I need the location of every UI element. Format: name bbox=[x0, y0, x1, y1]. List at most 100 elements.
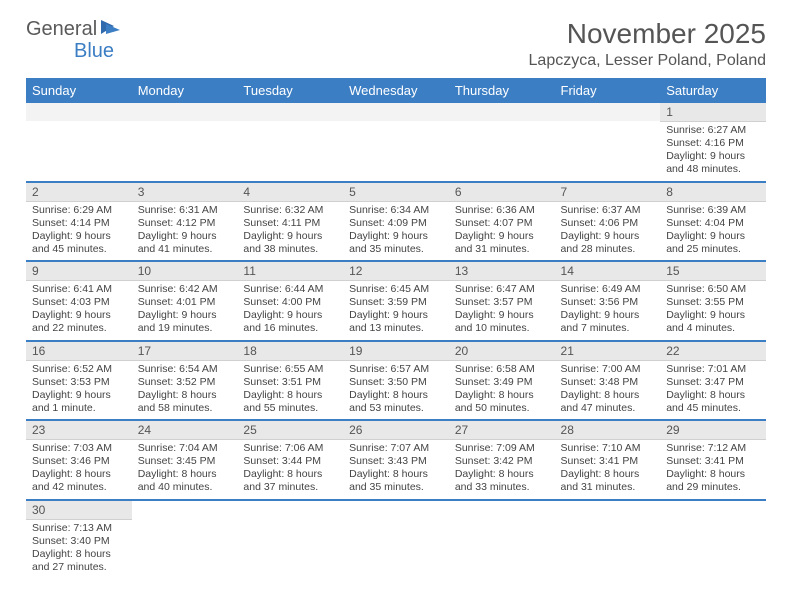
calendar-row: 1Sunrise: 6:27 AMSunset: 4:16 PMDaylight… bbox=[26, 103, 766, 182]
day-number: 5 bbox=[343, 183, 449, 202]
day-number: 18 bbox=[237, 342, 343, 361]
col-tuesday: Tuesday bbox=[237, 78, 343, 103]
calendar-cell: 22Sunrise: 7:01 AMSunset: 3:47 PMDayligh… bbox=[660, 341, 766, 421]
calendar-cell: 18Sunrise: 6:55 AMSunset: 3:51 PMDayligh… bbox=[237, 341, 343, 421]
day-details: Sunrise: 6:27 AMSunset: 4:16 PMDaylight:… bbox=[660, 122, 766, 181]
day-number: 3 bbox=[132, 183, 238, 202]
calendar-cell: 16Sunrise: 6:52 AMSunset: 3:53 PMDayligh… bbox=[26, 341, 132, 421]
calendar-cell bbox=[132, 103, 238, 182]
calendar-row: 23Sunrise: 7:03 AMSunset: 3:46 PMDayligh… bbox=[26, 420, 766, 500]
day-details: Sunrise: 7:07 AMSunset: 3:43 PMDaylight:… bbox=[343, 440, 449, 499]
day-number: 8 bbox=[660, 183, 766, 202]
calendar-cell: 15Sunrise: 6:50 AMSunset: 3:55 PMDayligh… bbox=[660, 261, 766, 341]
day-details: Sunrise: 6:36 AMSunset: 4:07 PMDaylight:… bbox=[449, 202, 555, 261]
day-number: 2 bbox=[26, 183, 132, 202]
day-details: Sunrise: 6:39 AMSunset: 4:04 PMDaylight:… bbox=[660, 202, 766, 261]
header: General November 2025 Lapczyca, Lesser P… bbox=[26, 18, 766, 70]
day-number: 25 bbox=[237, 421, 343, 440]
calendar-cell bbox=[449, 500, 555, 579]
calendar-cell: 29Sunrise: 7:12 AMSunset: 3:41 PMDayligh… bbox=[660, 420, 766, 500]
calendar-cell bbox=[449, 103, 555, 182]
calendar-cell bbox=[555, 103, 661, 182]
calendar-cell: 13Sunrise: 6:47 AMSunset: 3:57 PMDayligh… bbox=[449, 261, 555, 341]
logo-line2: Blue bbox=[26, 40, 114, 63]
calendar-cell: 7Sunrise: 6:37 AMSunset: 4:06 PMDaylight… bbox=[555, 182, 661, 262]
flag-icon bbox=[100, 18, 122, 41]
day-number: 29 bbox=[660, 421, 766, 440]
calendar-cell bbox=[343, 500, 449, 579]
calendar-cell: 17Sunrise: 6:54 AMSunset: 3:52 PMDayligh… bbox=[132, 341, 238, 421]
calendar-cell: 2Sunrise: 6:29 AMSunset: 4:14 PMDaylight… bbox=[26, 182, 132, 262]
day-details: Sunrise: 6:49 AMSunset: 3:56 PMDaylight:… bbox=[555, 281, 661, 340]
calendar-cell: 11Sunrise: 6:44 AMSunset: 4:00 PMDayligh… bbox=[237, 261, 343, 341]
calendar-cell: 21Sunrise: 7:00 AMSunset: 3:48 PMDayligh… bbox=[555, 341, 661, 421]
day-details: Sunrise: 6:58 AMSunset: 3:49 PMDaylight:… bbox=[449, 361, 555, 420]
calendar-cell bbox=[26, 103, 132, 182]
location: Lapczyca, Lesser Poland, Poland bbox=[529, 52, 766, 70]
day-number: 14 bbox=[555, 262, 661, 281]
col-wednesday: Wednesday bbox=[343, 78, 449, 103]
calendar-table: Sunday Monday Tuesday Wednesday Thursday… bbox=[26, 78, 766, 578]
day-details: Sunrise: 7:10 AMSunset: 3:41 PMDaylight:… bbox=[555, 440, 661, 499]
day-number: 13 bbox=[449, 262, 555, 281]
day-number: 17 bbox=[132, 342, 238, 361]
col-friday: Friday bbox=[555, 78, 661, 103]
calendar-cell bbox=[132, 500, 238, 579]
calendar-cell: 28Sunrise: 7:10 AMSunset: 3:41 PMDayligh… bbox=[555, 420, 661, 500]
day-number: 1 bbox=[660, 103, 766, 122]
calendar-cell: 8Sunrise: 6:39 AMSunset: 4:04 PMDaylight… bbox=[660, 182, 766, 262]
day-details: Sunrise: 7:01 AMSunset: 3:47 PMDaylight:… bbox=[660, 361, 766, 420]
day-number: 10 bbox=[132, 262, 238, 281]
calendar-row: 16Sunrise: 6:52 AMSunset: 3:53 PMDayligh… bbox=[26, 341, 766, 421]
calendar-cell: 5Sunrise: 6:34 AMSunset: 4:09 PMDaylight… bbox=[343, 182, 449, 262]
day-details: Sunrise: 6:45 AMSunset: 3:59 PMDaylight:… bbox=[343, 281, 449, 340]
calendar-row: 30Sunrise: 7:13 AMSunset: 3:40 PMDayligh… bbox=[26, 500, 766, 579]
day-details: Sunrise: 6:57 AMSunset: 3:50 PMDaylight:… bbox=[343, 361, 449, 420]
day-details: Sunrise: 6:52 AMSunset: 3:53 PMDaylight:… bbox=[26, 361, 132, 420]
day-number: 12 bbox=[343, 262, 449, 281]
col-sunday: Sunday bbox=[26, 78, 132, 103]
day-number: 30 bbox=[26, 501, 132, 520]
day-details: Sunrise: 6:42 AMSunset: 4:01 PMDaylight:… bbox=[132, 281, 238, 340]
day-number: 19 bbox=[343, 342, 449, 361]
day-details: Sunrise: 7:00 AMSunset: 3:48 PMDaylight:… bbox=[555, 361, 661, 420]
logo-text-blue: Blue bbox=[74, 40, 114, 62]
calendar-cell: 25Sunrise: 7:06 AMSunset: 3:44 PMDayligh… bbox=[237, 420, 343, 500]
day-details: Sunrise: 6:44 AMSunset: 4:00 PMDaylight:… bbox=[237, 281, 343, 340]
day-number: 27 bbox=[449, 421, 555, 440]
calendar-cell: 20Sunrise: 6:58 AMSunset: 3:49 PMDayligh… bbox=[449, 341, 555, 421]
calendar-cell: 30Sunrise: 7:13 AMSunset: 3:40 PMDayligh… bbox=[26, 500, 132, 579]
day-number: 11 bbox=[237, 262, 343, 281]
day-number: 21 bbox=[555, 342, 661, 361]
logo: General bbox=[26, 18, 123, 41]
calendar-cell: 23Sunrise: 7:03 AMSunset: 3:46 PMDayligh… bbox=[26, 420, 132, 500]
col-saturday: Saturday bbox=[660, 78, 766, 103]
day-details: Sunrise: 6:50 AMSunset: 3:55 PMDaylight:… bbox=[660, 281, 766, 340]
day-details: Sunrise: 6:32 AMSunset: 4:11 PMDaylight:… bbox=[237, 202, 343, 261]
calendar-cell bbox=[343, 103, 449, 182]
calendar-cell: 4Sunrise: 6:32 AMSunset: 4:11 PMDaylight… bbox=[237, 182, 343, 262]
day-details: Sunrise: 7:06 AMSunset: 3:44 PMDaylight:… bbox=[237, 440, 343, 499]
calendar-cell: 10Sunrise: 6:42 AMSunset: 4:01 PMDayligh… bbox=[132, 261, 238, 341]
day-number: 22 bbox=[660, 342, 766, 361]
calendar-cell: 1Sunrise: 6:27 AMSunset: 4:16 PMDaylight… bbox=[660, 103, 766, 182]
day-details: Sunrise: 7:04 AMSunset: 3:45 PMDaylight:… bbox=[132, 440, 238, 499]
calendar-cell: 6Sunrise: 6:36 AMSunset: 4:07 PMDaylight… bbox=[449, 182, 555, 262]
calendar-row: 9Sunrise: 6:41 AMSunset: 4:03 PMDaylight… bbox=[26, 261, 766, 341]
day-number: 15 bbox=[660, 262, 766, 281]
day-details: Sunrise: 6:47 AMSunset: 3:57 PMDaylight:… bbox=[449, 281, 555, 340]
day-number: 9 bbox=[26, 262, 132, 281]
calendar-cell: 14Sunrise: 6:49 AMSunset: 3:56 PMDayligh… bbox=[555, 261, 661, 341]
calendar-cell: 19Sunrise: 6:57 AMSunset: 3:50 PMDayligh… bbox=[343, 341, 449, 421]
calendar-cell bbox=[237, 103, 343, 182]
calendar-cell bbox=[237, 500, 343, 579]
day-details: Sunrise: 7:13 AMSunset: 3:40 PMDaylight:… bbox=[26, 520, 132, 579]
day-number: 16 bbox=[26, 342, 132, 361]
calendar-cell: 3Sunrise: 6:31 AMSunset: 4:12 PMDaylight… bbox=[132, 182, 238, 262]
day-number: 20 bbox=[449, 342, 555, 361]
day-number: 26 bbox=[343, 421, 449, 440]
day-number: 23 bbox=[26, 421, 132, 440]
day-number: 7 bbox=[555, 183, 661, 202]
day-number: 6 bbox=[449, 183, 555, 202]
day-details: Sunrise: 6:29 AMSunset: 4:14 PMDaylight:… bbox=[26, 202, 132, 261]
